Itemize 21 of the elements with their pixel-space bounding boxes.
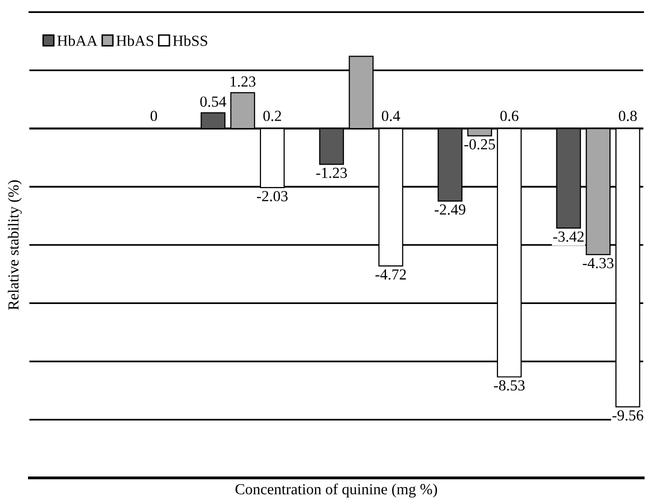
data-label: -4.33 [582,258,614,268]
data-label: -4.72 [375,269,406,280]
data-label: -2.03 [256,190,288,202]
legend-label: HbSS [172,35,208,46]
x-tick-label: 0.8 [618,110,637,122]
legend-label: HbAA [57,35,98,46]
data-label: -8.53 [494,380,525,391]
y-axis-title: Relative stability (%) [8,180,22,310]
x-tick-label: 0.2 [263,110,282,122]
x-axis-title: Concentration of quinine (mg %) [236,483,438,498]
data-label: -3.42 [553,231,584,242]
data-label: 1.23 [230,76,256,87]
data-label: 0.54 [200,96,226,107]
data-label: -0.25 [464,139,495,150]
data-label: -9.56 [612,410,644,421]
x-tick-label: 0.4 [382,110,400,122]
data-label: -1.23 [316,168,347,178]
data-label: -2.49 [434,204,466,215]
x-tick-label: 0 [150,110,158,122]
legend-label: HbAS [116,35,154,46]
x-tick-label: 0.6 [500,110,518,122]
